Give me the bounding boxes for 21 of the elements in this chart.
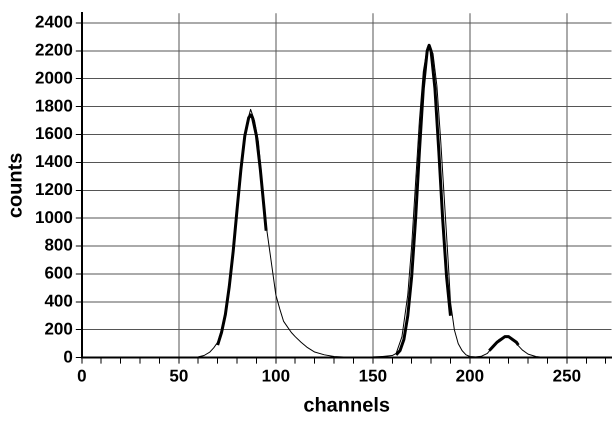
y-tick-label: 1000	[34, 208, 73, 227]
x-tick-label: 50	[169, 366, 188, 386]
x-tick-label: 0	[77, 366, 87, 386]
y-tick-label: 0	[63, 347, 73, 366]
x-tick-label: 250	[552, 366, 582, 386]
y-tick-label: 1400	[34, 152, 73, 172]
y-tick-label: 2000	[34, 68, 73, 88]
x-tick-label: 150	[358, 366, 388, 386]
y-tick-label: 1200	[34, 180, 73, 199]
y-tick-label: 400	[44, 292, 73, 311]
y-axis-title: counts	[4, 152, 27, 218]
y-tick-label: 800	[44, 236, 73, 255]
y-tick-label: 2200	[34, 40, 73, 60]
y-tick-label: 1800	[34, 96, 73, 116]
x-tick-label: 100	[262, 366, 290, 386]
x-axis-title: channels	[303, 394, 390, 417]
y-tick-label: 2400	[34, 12, 73, 32]
x-tick-label: 200	[456, 366, 484, 386]
y-tick-label: 200	[44, 319, 73, 338]
y-tick-label: 600	[44, 264, 73, 283]
y-tick-label: 1600	[34, 124, 73, 144]
